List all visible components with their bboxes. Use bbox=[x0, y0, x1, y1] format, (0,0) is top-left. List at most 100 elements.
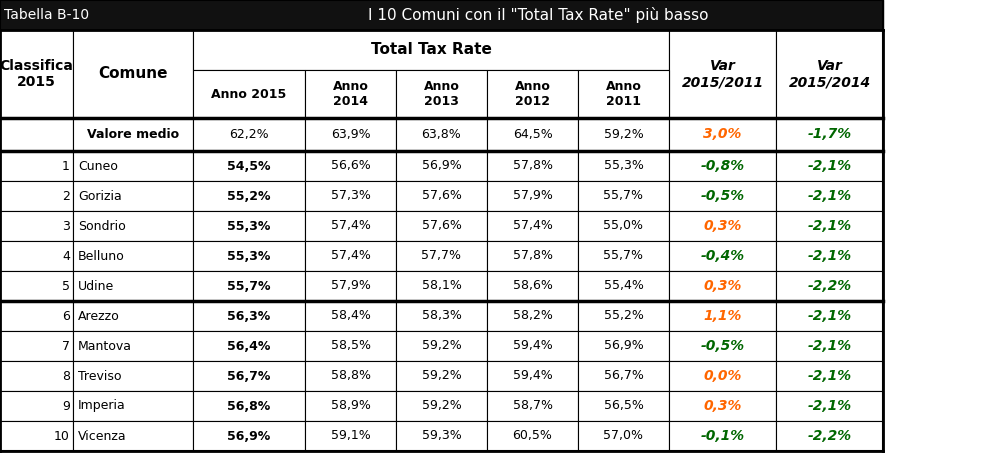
Text: 62,2%: 62,2% bbox=[229, 128, 268, 141]
Bar bbox=[193, 241, 305, 271]
Bar bbox=[73, 118, 193, 151]
Bar bbox=[396, 361, 487, 391]
Text: 56,8%: 56,8% bbox=[227, 400, 270, 413]
Bar bbox=[487, 271, 578, 301]
Text: 55,7%: 55,7% bbox=[604, 189, 644, 202]
Text: 58,6%: 58,6% bbox=[512, 280, 552, 292]
Text: 59,4%: 59,4% bbox=[512, 340, 552, 352]
Text: Arezzo: Arezzo bbox=[78, 310, 120, 322]
Bar bbox=[193, 421, 305, 451]
Bar bbox=[487, 241, 578, 271]
Bar bbox=[0, 0, 883, 30]
Text: -2,1%: -2,1% bbox=[807, 219, 851, 233]
Bar bbox=[0, 30, 73, 118]
Text: Vicenza: Vicenza bbox=[78, 429, 127, 443]
Bar bbox=[776, 241, 883, 271]
Bar bbox=[305, 118, 396, 151]
Bar bbox=[0, 151, 73, 181]
Bar bbox=[73, 391, 193, 421]
Bar bbox=[193, 361, 305, 391]
Bar bbox=[396, 151, 487, 181]
Text: 6: 6 bbox=[62, 310, 70, 322]
Bar bbox=[776, 211, 883, 241]
Bar bbox=[669, 271, 776, 301]
Text: 56,4%: 56,4% bbox=[227, 340, 270, 352]
Bar bbox=[578, 391, 669, 421]
Text: -2,2%: -2,2% bbox=[807, 279, 851, 293]
Bar bbox=[578, 271, 669, 301]
Text: 55,3%: 55,3% bbox=[227, 250, 270, 262]
Text: 2: 2 bbox=[62, 189, 70, 202]
Text: 4: 4 bbox=[62, 250, 70, 262]
Bar bbox=[193, 211, 305, 241]
Bar bbox=[578, 151, 669, 181]
Bar bbox=[776, 181, 883, 211]
Text: 57,8%: 57,8% bbox=[512, 250, 552, 262]
Bar bbox=[396, 118, 487, 151]
Text: 58,7%: 58,7% bbox=[512, 400, 552, 413]
Text: 5: 5 bbox=[62, 280, 70, 292]
Text: 1,1%: 1,1% bbox=[703, 309, 742, 323]
Bar bbox=[305, 181, 396, 211]
Bar bbox=[396, 331, 487, 361]
Bar bbox=[0, 241, 73, 271]
Text: 7: 7 bbox=[62, 340, 70, 352]
Text: 56,3%: 56,3% bbox=[227, 310, 270, 322]
Bar bbox=[578, 211, 669, 241]
Text: 9: 9 bbox=[62, 400, 70, 413]
Text: 55,7%: 55,7% bbox=[604, 250, 644, 262]
Bar bbox=[305, 151, 396, 181]
Text: 56,9%: 56,9% bbox=[422, 159, 461, 173]
Text: 60,5%: 60,5% bbox=[512, 429, 552, 443]
Text: 8: 8 bbox=[62, 370, 70, 383]
Bar bbox=[305, 241, 396, 271]
Bar bbox=[487, 181, 578, 211]
Text: Anno
2014: Anno 2014 bbox=[332, 80, 369, 108]
Text: Comune: Comune bbox=[98, 66, 168, 82]
Text: Anno
2012: Anno 2012 bbox=[514, 80, 550, 108]
Text: 56,9%: 56,9% bbox=[227, 429, 270, 443]
Text: 55,7%: 55,7% bbox=[227, 280, 270, 292]
Bar bbox=[305, 361, 396, 391]
Bar bbox=[578, 70, 669, 118]
Bar bbox=[669, 241, 776, 271]
Text: 59,2%: 59,2% bbox=[422, 340, 461, 352]
Bar bbox=[193, 70, 305, 118]
Bar bbox=[193, 181, 305, 211]
Text: 55,2%: 55,2% bbox=[227, 189, 270, 202]
Text: 54,5%: 54,5% bbox=[227, 159, 270, 173]
Bar bbox=[193, 151, 305, 181]
Bar bbox=[776, 118, 883, 151]
Bar bbox=[669, 181, 776, 211]
Bar bbox=[73, 241, 193, 271]
Text: Udine: Udine bbox=[78, 280, 114, 292]
Text: Total Tax Rate: Total Tax Rate bbox=[371, 43, 492, 58]
Bar bbox=[776, 421, 883, 451]
Text: 58,3%: 58,3% bbox=[422, 310, 461, 322]
Text: 57,8%: 57,8% bbox=[512, 159, 552, 173]
Bar bbox=[73, 301, 193, 331]
Bar bbox=[487, 361, 578, 391]
Text: 57,6%: 57,6% bbox=[422, 189, 461, 202]
Text: Sondrio: Sondrio bbox=[78, 219, 126, 232]
Text: 58,5%: 58,5% bbox=[330, 340, 371, 352]
Bar bbox=[0, 181, 73, 211]
Bar bbox=[73, 30, 193, 118]
Bar bbox=[669, 151, 776, 181]
Bar bbox=[0, 421, 73, 451]
Bar bbox=[0, 118, 73, 151]
Bar bbox=[776, 271, 883, 301]
Bar bbox=[776, 361, 883, 391]
Text: -1,7%: -1,7% bbox=[807, 128, 851, 142]
Bar bbox=[487, 391, 578, 421]
Text: 58,1%: 58,1% bbox=[422, 280, 461, 292]
Bar bbox=[305, 331, 396, 361]
Text: 59,2%: 59,2% bbox=[422, 400, 461, 413]
Bar bbox=[669, 361, 776, 391]
Text: 58,2%: 58,2% bbox=[512, 310, 552, 322]
Bar bbox=[305, 70, 396, 118]
Text: 10: 10 bbox=[54, 429, 70, 443]
Text: I 10 Comuni con il "Total Tax Rate" più basso: I 10 Comuni con il "Total Tax Rate" più … bbox=[368, 7, 708, 23]
Bar bbox=[669, 30, 776, 118]
Bar bbox=[193, 30, 669, 70]
